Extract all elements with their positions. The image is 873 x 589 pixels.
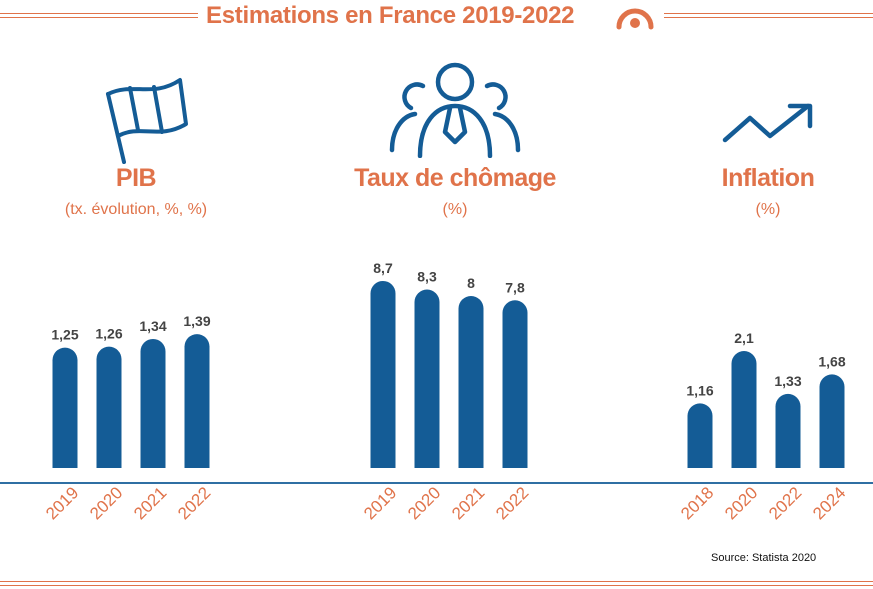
pib-x-tick-label: 2021: [130, 483, 170, 523]
inflation-value-label: 1,68: [818, 353, 845, 369]
chomage-x-tick-label: 2019: [360, 483, 400, 523]
chomage-x-tick-label: 2021: [448, 483, 488, 523]
pib-value-label: 1,26: [95, 326, 122, 342]
inflation-x-tick-label: 2024: [809, 483, 849, 523]
pib-bar-2019: [52, 347, 78, 481]
pib-x-tick-label: 2022: [174, 483, 214, 523]
source-note: Source: Statista 2020: [711, 552, 817, 564]
inflation-x-tick-label: 2020: [721, 483, 761, 523]
inflation-x-tick-label: 2022: [765, 483, 805, 523]
pib-bar-2020: [96, 346, 122, 481]
pib-bar-2021: [140, 338, 166, 481]
pib-x-tick-label: 2020: [86, 483, 126, 523]
header-rule-left: [0, 13, 198, 18]
chomage-value-label: 8,3: [417, 269, 437, 285]
chomage-x-tick-label: 2022: [492, 483, 532, 523]
bar-base-mask: [0, 468, 873, 482]
chomage-bar-2020: [414, 289, 440, 481]
pib-value-label: 1,39: [183, 313, 210, 329]
pib-x-tick-label: 2019: [42, 483, 82, 523]
inflation-value-label: 1,16: [686, 382, 713, 398]
chomage-value-label: 8,7: [373, 260, 393, 276]
pib-title: PIB: [115, 164, 157, 192]
semicircle-logo-icon: [616, 8, 654, 30]
trend-up-icon: [722, 103, 813, 143]
inflation-bar-2022: [775, 393, 801, 481]
inflation-title: Inflation: [721, 164, 815, 192]
chomage-bar-2022: [502, 300, 528, 481]
pib-value-label: 1,25: [51, 327, 78, 343]
chomage-value-label: 8: [467, 275, 475, 291]
pib-bar-2022: [184, 334, 210, 481]
inflation-bar-2024: [819, 374, 845, 481]
inflation-unit: (%): [755, 201, 781, 218]
chomage-bar-2021: [458, 296, 484, 481]
flag-icon: [106, 78, 188, 164]
people-group-icon: [389, 62, 521, 158]
inflation-bar-2020: [731, 351, 757, 481]
header-rule-right: [664, 13, 873, 18]
inflation-value-label: 2,1: [734, 330, 754, 346]
chomage-title: Taux de chômage: [354, 164, 556, 192]
pib-value-label: 1,34: [139, 318, 166, 334]
chomage-x-tick-label: 2020: [404, 483, 444, 523]
page-title: Estimations en France 2019-2022: [206, 2, 575, 29]
chart-baseline: [0, 482, 873, 484]
chomage-bar-2019: [370, 280, 396, 481]
pib-unit: (tx. évolution, %, %): [64, 201, 208, 218]
footer-rule: [0, 581, 873, 586]
inflation-x-tick-label: 2018: [677, 483, 717, 523]
chomage-unit: (%): [442, 201, 468, 218]
inflation-value-label: 1,33: [774, 373, 801, 389]
chomage-value-label: 7,8: [505, 279, 525, 295]
inflation-bar-2018: [687, 403, 713, 481]
